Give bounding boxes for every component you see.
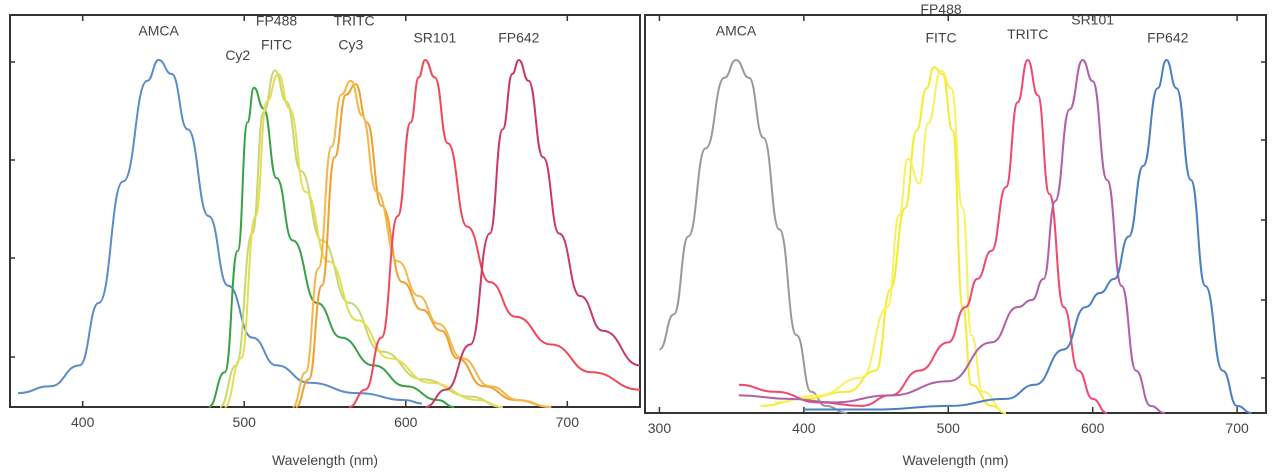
x-axis-label: Wavelength (nm) (272, 452, 378, 468)
series-line-amca (18, 59, 422, 405)
peak-label-cy2: Cy2 (225, 47, 250, 63)
series-line-sr101 (738, 59, 1166, 414)
series-line-fp642 (803, 59, 1252, 414)
peak-label-amca: AMCA (138, 23, 179, 39)
x-tick-label: 500 (233, 414, 257, 430)
series-line-fitc (774, 69, 1007, 414)
peak-label-fp642: FP642 (498, 30, 539, 46)
x-tick-label: 400 (71, 414, 95, 430)
chart-left: 400 500 600 700 Wavelength (nm) AMCA Cy2 FP488 F… (9, 12, 641, 468)
series-line-cy3 (292, 79, 552, 408)
plot-frame (644, 14, 1267, 414)
x-tick-label: 300 (648, 420, 672, 436)
peak-label-amca: AMCA (716, 22, 757, 38)
series-line-fitc (224, 72, 503, 408)
x-tick-label: 400 (792, 420, 816, 436)
x-axis-label: Wavelength (nm) (902, 452, 1008, 468)
series-line-fp642 (425, 59, 641, 408)
peak-label-cy3: Cy3 (338, 37, 363, 53)
series-line-sr101 (348, 59, 641, 408)
x-tick-label: 600 (394, 414, 418, 430)
chart-right: 300 400 500 600 700 Wavelength (nm) AMCA FP488 F… (644, 1, 1267, 468)
plot-frame (9, 14, 641, 408)
peak-label-fitc: FITC (261, 37, 292, 53)
peak-label-tritc: TRITC (333, 12, 374, 28)
series-line-amca (658, 59, 848, 414)
peak-label-fp488: FP488 (920, 1, 961, 17)
peak-label-fitc: FITC (926, 29, 957, 45)
peak-label-sr101: SR101 (1071, 12, 1114, 28)
x-tick-label: 700 (556, 414, 580, 430)
peak-label-fp488: FP488 (256, 12, 297, 28)
peak-label-sr101: SR101 (413, 30, 456, 46)
peak-label-tritc: TRITC (1007, 26, 1048, 42)
series-line-tritc (295, 83, 552, 408)
x-tick-label: 600 (1081, 420, 1105, 436)
x-tick-label: 700 (1225, 420, 1249, 436)
series-line-cy2 (208, 86, 455, 408)
series-line-tritc (738, 59, 1108, 414)
x-tick-label: 500 (937, 420, 961, 436)
peak-label-fp642: FP642 (1147, 29, 1188, 45)
